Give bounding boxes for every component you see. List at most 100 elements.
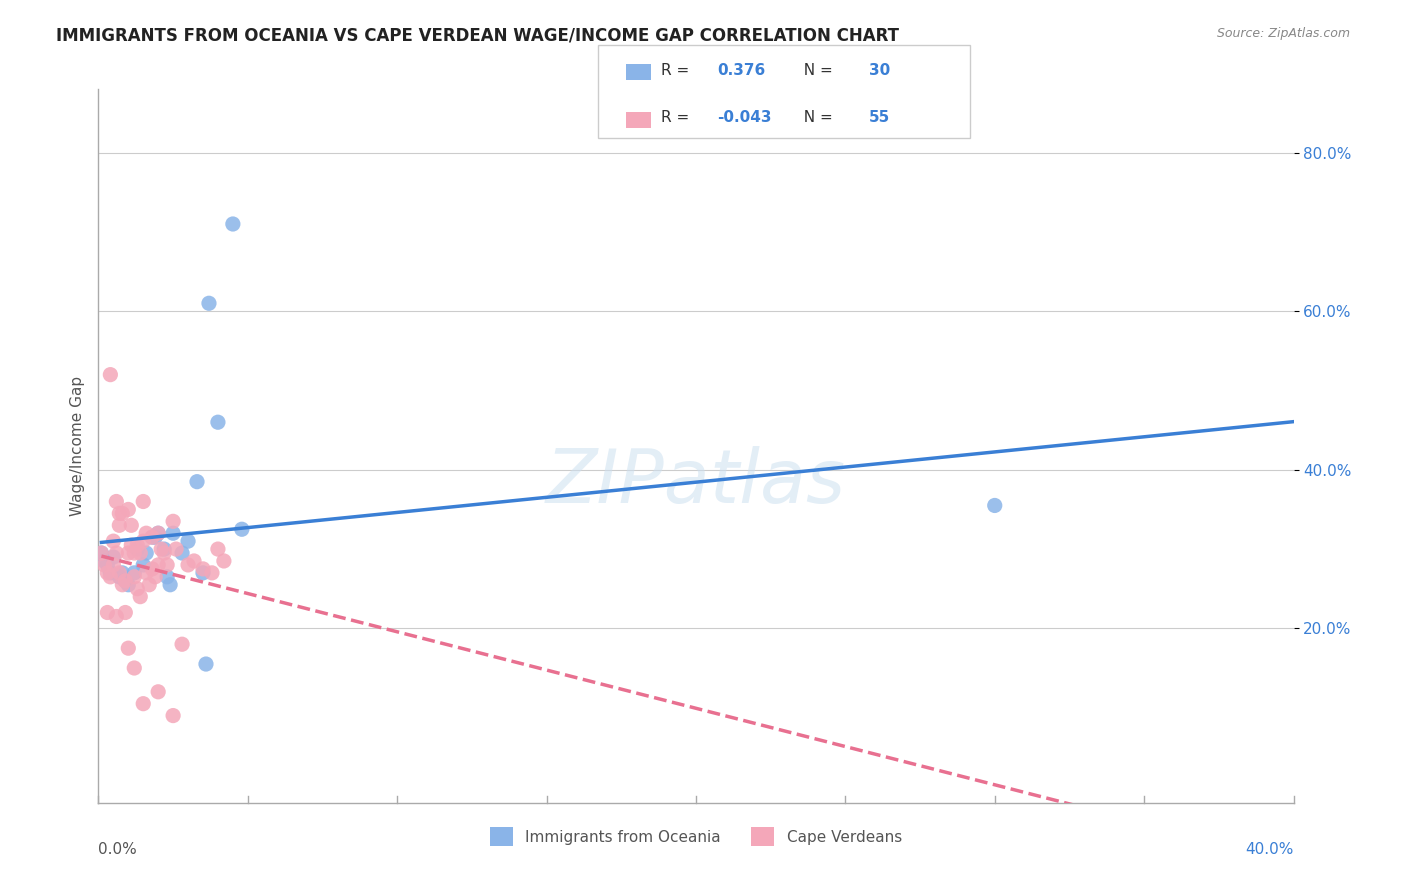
Point (984, 499, 1007, 513)
Point (201, 566, 224, 580)
Point (98, 566, 122, 580)
Text: Source: ZipAtlas.com: Source: ZipAtlas.com (1216, 27, 1350, 40)
Point (148, 526, 170, 541)
Point (120, 538, 142, 552)
Point (111, 507, 134, 521)
Point (108, 570, 131, 584)
Point (108, 566, 131, 580)
Point (135, 526, 157, 541)
Point (138, 578, 160, 592)
Text: -0.043: -0.043 (717, 111, 772, 125)
Point (93, 554, 115, 568)
Point (172, 546, 194, 560)
Point (114, 606, 136, 620)
Point (207, 542, 229, 557)
Point (135, 546, 157, 560)
Point (198, 296, 221, 310)
Y-axis label: Wage/Income Gap: Wage/Income Gap (69, 376, 84, 516)
Point (96, 606, 118, 620)
Point (105, 494, 128, 508)
Point (93, 558, 115, 572)
Point (124, 546, 146, 560)
Text: R =: R = (661, 63, 695, 78)
Point (105, 546, 128, 560)
Point (156, 570, 179, 584)
Point (117, 502, 139, 516)
Point (231, 522, 253, 536)
Text: IMMIGRANTS FROM OCEANIA VS CAPE VERDEAN WAGE/INCOME GAP CORRELATION CHART: IMMIGRANTS FROM OCEANIA VS CAPE VERDEAN … (56, 27, 900, 45)
Point (127, 582, 149, 596)
Point (162, 708, 184, 723)
Point (129, 590, 152, 604)
Point (124, 661, 146, 675)
Point (186, 475, 208, 489)
Point (127, 538, 149, 552)
Point (162, 526, 184, 541)
Point (90, 546, 112, 560)
Text: N =: N = (794, 111, 838, 125)
Point (153, 546, 176, 560)
Point (143, 530, 166, 544)
Point (103, 534, 125, 549)
Text: 0.376: 0.376 (717, 63, 765, 78)
Point (96, 558, 118, 572)
Point (177, 534, 200, 549)
Point (132, 697, 155, 711)
Point (212, 554, 235, 568)
Point (111, 578, 134, 592)
Point (114, 574, 136, 588)
Point (117, 578, 139, 592)
Point (132, 534, 155, 549)
Legend: Immigrants from Oceania, Cape Verdeans: Immigrants from Oceania, Cape Verdeans (484, 822, 908, 852)
Point (120, 518, 142, 533)
Point (124, 566, 146, 580)
Point (159, 578, 181, 592)
Point (108, 507, 131, 521)
Point (172, 637, 194, 651)
Point (141, 530, 163, 544)
Point (117, 546, 139, 560)
Point (132, 494, 155, 508)
Point (132, 558, 155, 572)
Point (177, 558, 200, 572)
Point (127, 542, 149, 557)
Point (148, 685, 170, 699)
Point (90, 546, 112, 560)
Point (148, 526, 170, 541)
Point (156, 558, 179, 572)
Point (114, 574, 136, 588)
Text: 30: 30 (869, 63, 890, 78)
Text: ZIPatlas: ZIPatlas (546, 446, 846, 517)
Point (148, 558, 170, 572)
Text: R =: R = (661, 111, 695, 125)
Text: 55: 55 (869, 111, 890, 125)
Point (129, 546, 152, 560)
Text: 0.0%: 0.0% (98, 842, 138, 857)
Point (207, 415, 229, 429)
Point (124, 570, 146, 584)
Point (191, 566, 214, 580)
Point (141, 530, 163, 544)
Point (222, 217, 245, 231)
Point (162, 514, 184, 528)
Point (105, 609, 128, 624)
Point (103, 558, 125, 572)
Point (141, 562, 163, 576)
Point (183, 554, 205, 568)
Point (117, 641, 139, 656)
Point (195, 657, 218, 671)
Point (108, 518, 131, 533)
Point (150, 542, 173, 557)
Point (103, 549, 125, 564)
Point (191, 562, 214, 576)
Point (153, 542, 176, 557)
Point (165, 542, 187, 557)
Point (135, 566, 157, 580)
Point (98, 368, 122, 382)
Point (98, 570, 122, 584)
Point (111, 566, 134, 580)
Text: N =: N = (794, 63, 838, 78)
Point (143, 570, 166, 584)
Point (96, 566, 118, 580)
Text: 40.0%: 40.0% (1246, 842, 1294, 857)
